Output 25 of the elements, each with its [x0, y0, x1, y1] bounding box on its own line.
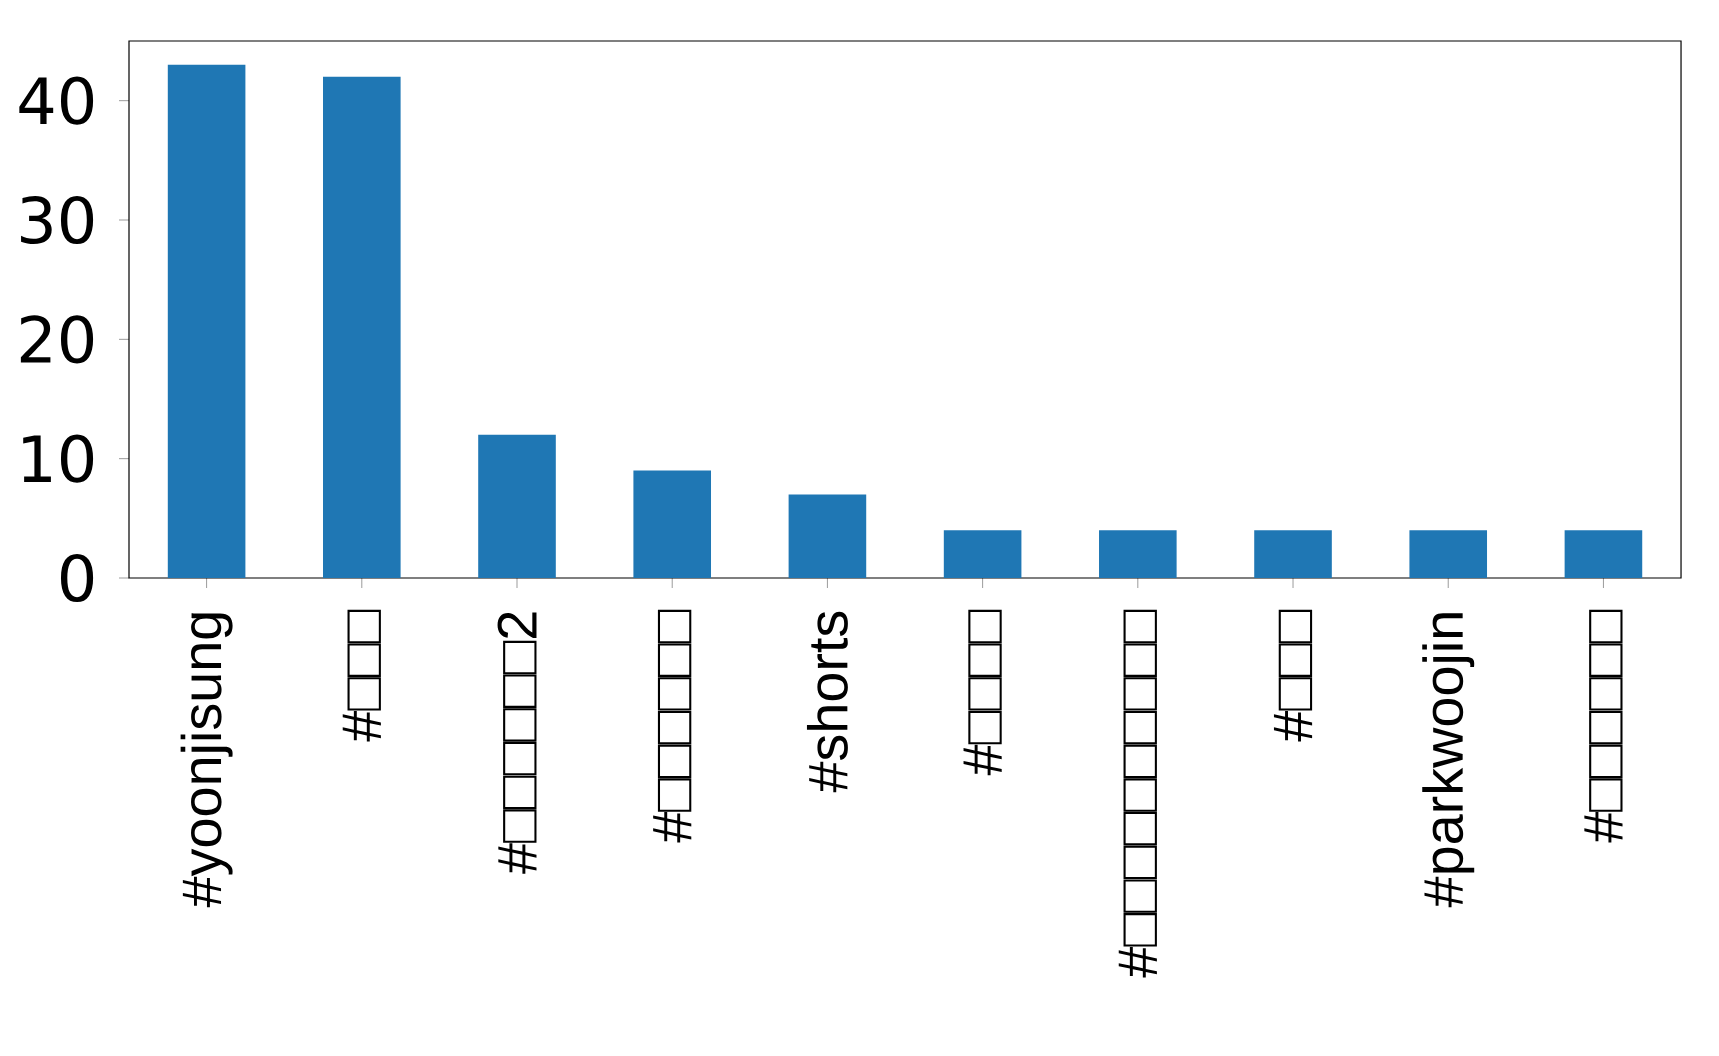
bar — [167, 64, 246, 578]
bar — [1564, 530, 1643, 578]
x-tick-label: #□□□□□□ — [653, 609, 692, 843]
x-tick-label: #□□□□ — [963, 609, 1002, 776]
bar — [1409, 530, 1488, 578]
x-tick-label: #□□□ — [342, 609, 381, 742]
y-tick-label: 30 — [21, 195, 94, 245]
y-tick-label: 40 — [19, 76, 94, 125]
bar — [788, 494, 867, 578]
x-tick-label: #□□□□□□□□□□ — [1118, 609, 1157, 978]
x-tick-label: #□□□ — [1273, 609, 1313, 742]
bar — [943, 530, 1022, 578]
x-tick-label: #parkwoojin — [1422, 613, 1475, 908]
x-tick-label: #□□□□□□2 — [497, 612, 537, 874]
bar — [1099, 530, 1177, 578]
y-tick-label: 0 — [60, 553, 94, 603]
bar — [633, 470, 712, 578]
y-tick-label: 20 — [20, 315, 94, 364]
x-tick-label: #shorts — [806, 611, 848, 793]
bar — [1254, 530, 1332, 578]
x-tick-label: #yoonjisung — [180, 613, 233, 908]
bar — [478, 434, 556, 578]
x-tick-label: #□□□□□□ — [1584, 609, 1623, 843]
bar — [323, 76, 401, 578]
y-tick-label: 10 — [23, 434, 94, 483]
